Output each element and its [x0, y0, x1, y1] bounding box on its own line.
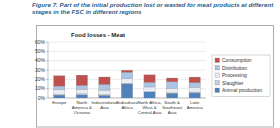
- legend-label: Processing: [222, 72, 247, 78]
- legend-swatch: [215, 73, 220, 78]
- bar-segment: [76, 95, 87, 98]
- y-tick: [46, 70, 48, 71]
- bar-segment: [99, 95, 110, 98]
- legend-swatch: [215, 66, 220, 71]
- y-axis: [48, 42, 49, 98]
- bar-segment: [144, 82, 155, 87]
- bar-segment: [76, 85, 87, 89]
- bar-segment: [167, 93, 178, 98]
- x-tick-label: Europe: [52, 100, 67, 105]
- bars: [54, 70, 201, 98]
- x-tick-label: NorthAmerica &Oceania: [72, 100, 92, 115]
- x-tick-label: IndustrializedAsia: [91, 100, 117, 110]
- label-line: Asia: [168, 110, 177, 115]
- bar-segment: [167, 82, 178, 89]
- label-line: Asia: [100, 105, 109, 110]
- legend-swatch: [215, 58, 220, 63]
- bar-segment: [189, 92, 200, 93]
- bar-segment: [121, 70, 132, 72]
- y-tick-label: 50%: [35, 48, 46, 54]
- bar-segment: [99, 84, 110, 90]
- bar-segment: [189, 87, 200, 92]
- bar-segment: [54, 90, 65, 95]
- legend-label: Consumption: [222, 57, 252, 63]
- bar-segment: [144, 75, 155, 82]
- bar-segment: [189, 83, 200, 88]
- legend-box: [212, 55, 270, 97]
- label-line: Central Asia: [138, 110, 162, 115]
- y-tick-label: 0%: [38, 95, 46, 101]
- x-tick-label: LatinAmerica: [187, 100, 204, 110]
- bar-segment: [99, 77, 110, 84]
- grid-line: [48, 51, 206, 52]
- figure-title: Figure 7. Part of the initial production…: [32, 1, 274, 16]
- legend-label: Slaughter: [222, 80, 244, 86]
- legend-label: Animal production: [222, 87, 262, 93]
- bar-segment: [189, 77, 200, 83]
- bar-segment: [76, 75, 87, 85]
- chart-subtitle: Food losses - Meat: [71, 32, 125, 38]
- y-tick-label: 10%: [35, 85, 46, 91]
- bar-segment: [54, 86, 65, 90]
- y-tick-label: 40%: [35, 57, 46, 63]
- x-tick-label: SubsaharaAfrica: [116, 100, 138, 110]
- bar-segment: [54, 95, 65, 98]
- grid-line: [48, 60, 206, 61]
- bar-segment: [76, 89, 87, 94]
- label-line: Europe: [52, 100, 67, 105]
- bar-segment: [121, 79, 132, 84]
- bar-segment: [54, 76, 65, 86]
- label-line: Africa: [121, 105, 133, 110]
- bar-segment: [189, 93, 200, 98]
- legend-swatch: [215, 88, 220, 93]
- bar-segment: [144, 87, 155, 92]
- y-tick: [46, 42, 48, 43]
- y-tick: [46, 88, 48, 89]
- bar-segment: [121, 84, 132, 98]
- x-tick-label: North Africa,West &Central Asia: [137, 100, 161, 115]
- y-tick: [46, 98, 48, 99]
- label-line: America: [187, 105, 204, 110]
- y-tick-label: 60%: [35, 39, 46, 45]
- y-tick-label: 20%: [35, 76, 46, 82]
- bar-segment: [167, 88, 178, 93]
- y-tick-label: 30%: [35, 67, 46, 73]
- bar-segment: [144, 92, 155, 98]
- legend-label: Distribution: [222, 65, 247, 71]
- bar-segment: [167, 78, 178, 82]
- label-line: Oceania: [74, 110, 91, 115]
- chart-frame: [37, 26, 274, 128]
- y-tick: [46, 60, 48, 61]
- grid-line: [48, 42, 206, 43]
- legend-swatch: [215, 81, 220, 86]
- bar-segment: [99, 90, 110, 95]
- y-tick: [46, 79, 48, 80]
- bar-segment: [121, 72, 132, 79]
- chart: Food losses - Meat 0% 10% 20% 30% 40% 50% 60% Eu…: [0, 0, 280, 128]
- y-tick: [46, 51, 48, 52]
- x-tick-label: South &SoutheastAsia: [162, 100, 183, 115]
